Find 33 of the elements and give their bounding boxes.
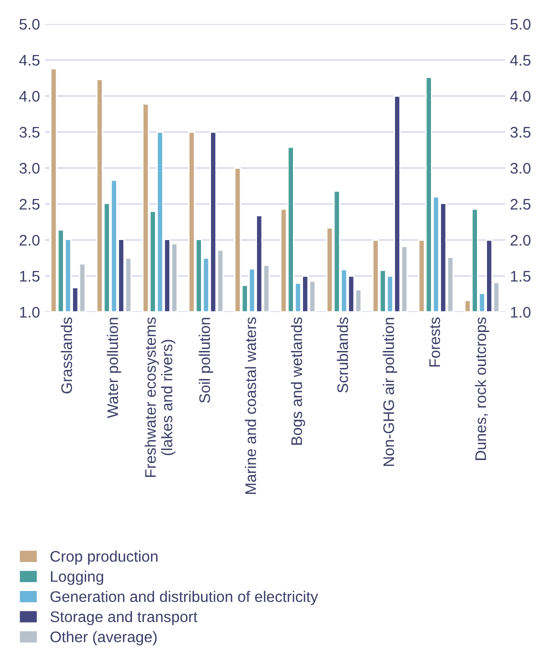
y-tick-label: 2.5 bbox=[20, 198, 40, 210]
y-tick-label: 4.5 bbox=[19, 55, 40, 66]
y2-tick-label: 5.0 bbox=[510, 18, 530, 30]
y2-tick-label: 1.5 bbox=[511, 271, 530, 282]
y-tick-label: 3.0 bbox=[19, 162, 40, 174]
y2-tick-label: 4.0 bbox=[510, 90, 530, 102]
legend-label: Crop production bbox=[50, 550, 158, 565]
x-tick-label: Freshwater ecosystems (lakes and rivers) bbox=[144, 317, 176, 477]
y2-tick-label: 2.0 bbox=[510, 234, 530, 246]
x-tick-label: Bogs and wetlands bbox=[290, 317, 306, 445]
y-tick-label: 1.5 bbox=[20, 271, 40, 282]
x-tick-label: Forests bbox=[429, 317, 440, 367]
y-tick-label: 2.0 bbox=[20, 234, 40, 246]
x-tick-label: Soil pollution bbox=[198, 318, 214, 403]
x-tick-label: Non-GHG air pollution bbox=[382, 318, 398, 466]
x-tick-label: Scrublands bbox=[336, 317, 348, 393]
x-tick-label: Water pollution bbox=[106, 318, 122, 418]
y2-tick-label: 1.0 bbox=[511, 306, 530, 318]
legend-label: Other (average) bbox=[50, 631, 157, 646]
y-tick-label: 1.0 bbox=[20, 306, 40, 318]
x-tick-label: Marine and coastal waters bbox=[244, 317, 256, 494]
y-tick-label: 3.5 bbox=[19, 126, 40, 138]
y2-tick-label: 2.5 bbox=[510, 198, 530, 210]
x-tick-label: Grasslands bbox=[60, 317, 72, 394]
y-tick-label: 4.0 bbox=[19, 90, 40, 102]
legend-label: Storage and transport bbox=[50, 610, 198, 626]
y2-tick-label: 4.5 bbox=[510, 55, 530, 66]
legend-label: Generation and distribution of electricity bbox=[50, 590, 318, 606]
y2-tick-label: 3.0 bbox=[510, 162, 530, 174]
y-tick-label: 5.0 bbox=[20, 18, 40, 30]
legend-label: Logging bbox=[50, 570, 104, 585]
x-tick-label: Dunes, rock outcrops bbox=[474, 317, 490, 460]
y2-tick-label: 3.5 bbox=[510, 126, 530, 138]
